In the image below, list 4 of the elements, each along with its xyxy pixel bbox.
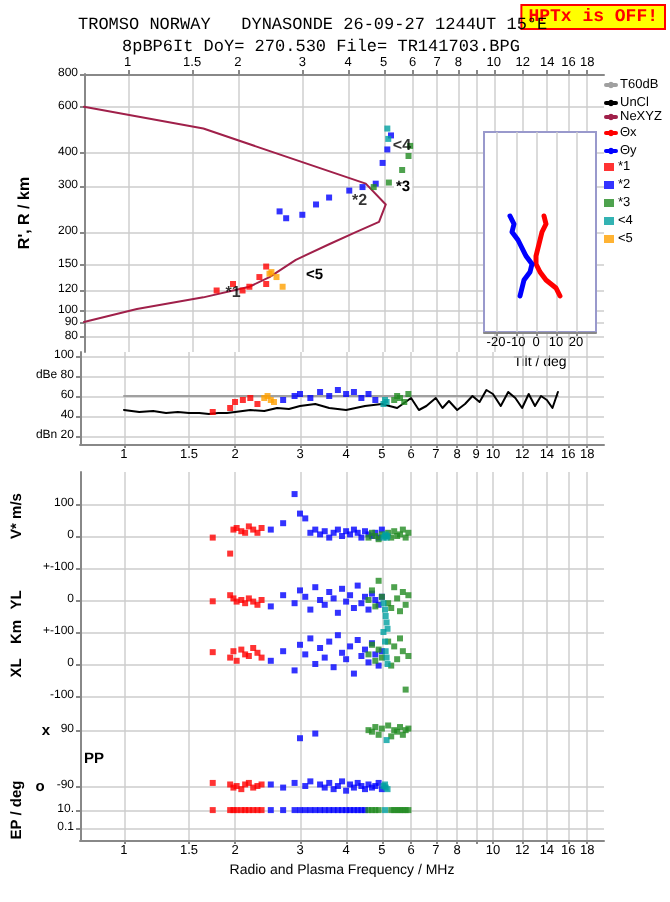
y-axis-title: R', R / km	[15, 176, 33, 250]
annotation: *2	[352, 191, 369, 210]
annotation: <4	[392, 135, 413, 154]
chart-subtitle: 8pBP6It DoY= 270.530 File= TR141703.BPG	[122, 37, 520, 57]
